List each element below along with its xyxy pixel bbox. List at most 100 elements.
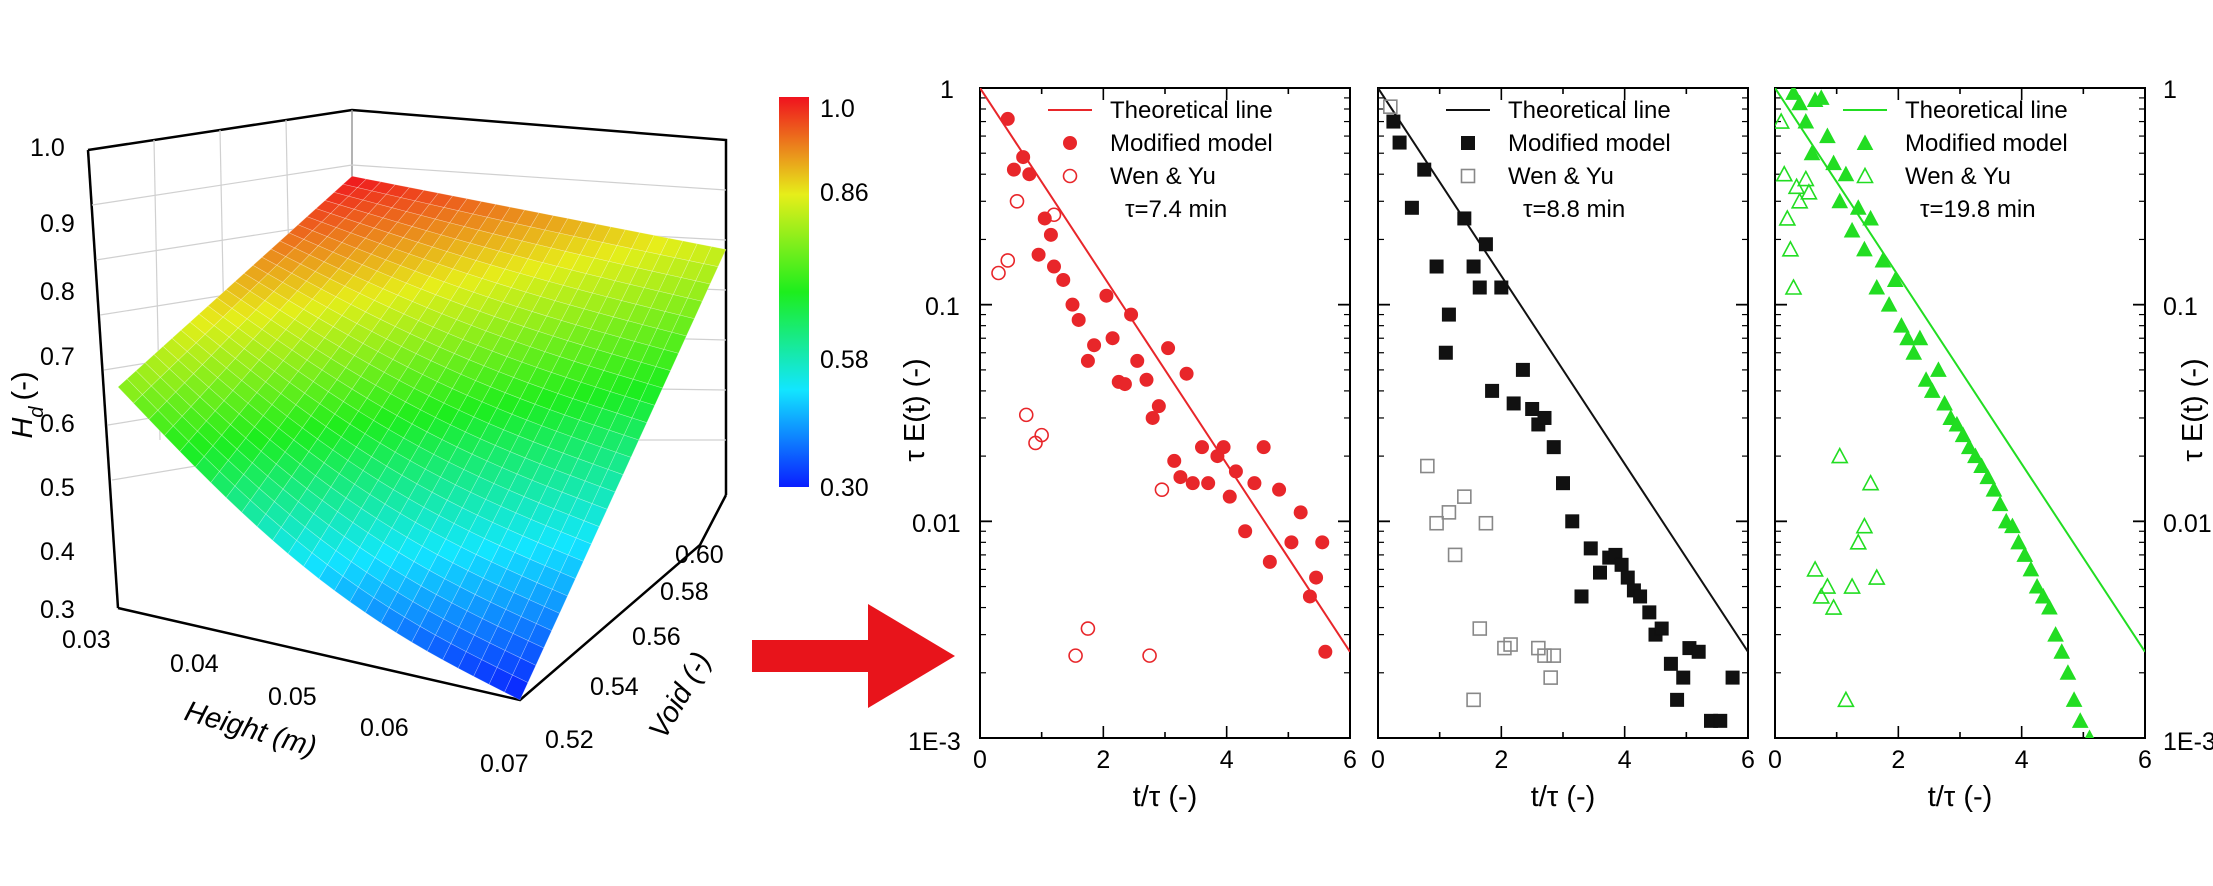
surface-cell: [559, 554, 584, 580]
modified-model-point: [1404, 200, 1419, 215]
x-tick-label: 0: [1768, 746, 1782, 774]
legend: Theoretical line Modified model Wen & Yu τ=…: [1048, 97, 1273, 223]
wen-yu-point: [1009, 193, 1025, 209]
wen-yu-point: [1154, 482, 1170, 497]
modified-model-point: [1065, 297, 1080, 312]
wen-yu-point: [1537, 648, 1552, 663]
wen-yu-point: [1818, 577, 1837, 594]
wen-yu-point: [1503, 637, 1518, 652]
y-axis-label-left: τ E(t) (-): [899, 358, 931, 461]
wen-yu-point: [1018, 407, 1034, 423]
wen-yu-point: [1861, 473, 1880, 491]
modified-model-point: [1831, 192, 1849, 209]
modified-model-point: [1791, 94, 1809, 111]
wen-yu-point: [1457, 489, 1472, 504]
modified-model-point: [1556, 476, 1570, 491]
tau-label: τ=19.8 min: [1920, 196, 2036, 223]
modified-model-point: [1179, 366, 1194, 381]
modified-model-point: [1262, 554, 1277, 569]
legend-marker: [1063, 136, 1077, 150]
y-tick-left: 0.01: [912, 510, 961, 538]
modified-model-point: [1797, 113, 1815, 129]
right-y-axis: 1 0.1 0.01 1E-3 τ E(t) (-): [2163, 76, 2213, 756]
x-tick-label: 4: [2015, 746, 2029, 774]
modified-model-point: [1525, 401, 1540, 416]
wen-yu-point: [1824, 598, 1843, 615]
colorbar-gradient: [779, 97, 809, 487]
modified-model-point: [1620, 570, 1635, 585]
modified-model-point: [1565, 514, 1580, 529]
wen-yu-point: [1837, 690, 1855, 708]
modified-model-point: [1022, 167, 1037, 182]
wen-yu-point: [1420, 458, 1435, 474]
z-tick: 0.8: [40, 278, 75, 306]
modified-model-point: [1117, 377, 1132, 392]
modified-model-point: [1000, 111, 1015, 126]
modified-model-point: [1676, 670, 1691, 685]
z-tick: 0.3: [40, 596, 75, 624]
z-tick: 0.5: [40, 474, 75, 502]
colorbar-tick: 0.86: [820, 179, 869, 207]
surface-cell: [607, 451, 632, 476]
modified-model-point: [1936, 394, 1953, 411]
wen-yu-point: [1830, 446, 1849, 464]
modified-model-point: [1654, 621, 1669, 636]
modified-model-point: [1284, 535, 1299, 550]
wen-yu-point: [1478, 515, 1494, 531]
wen-yu-point: [991, 265, 1006, 281]
left-y-axis: 1 0.1 0.01 1E-3 τ E(t) (-): [899, 76, 961, 756]
modified-model-point: [1195, 440, 1209, 455]
modified-model-point: [1862, 209, 1879, 226]
arrow-shaft: [752, 640, 872, 672]
modified-model-point: [1071, 312, 1086, 327]
modified-model-point: [2010, 533, 2027, 550]
modified-model-point: [1438, 345, 1453, 360]
modified-model-point: [1228, 464, 1243, 479]
modified-model-point: [2065, 691, 2083, 707]
modified-model-point: [2028, 577, 2046, 594]
modified-model-point: [1099, 288, 1114, 303]
z-axis-label-unit: (-): [7, 371, 39, 400]
legend-marker: [1856, 134, 1874, 150]
modified-model-point: [1222, 489, 1237, 504]
modified-model-point: [1392, 135, 1407, 150]
modified-model-point: [1466, 259, 1481, 274]
modified-model-point: [1130, 353, 1145, 368]
modified-model-point: [1923, 382, 1941, 398]
wen-yu-point: [1543, 670, 1558, 685]
modified-model-point: [1663, 656, 1678, 671]
modified-model-point: [2034, 587, 2052, 604]
x-tick-label: 4: [1220, 746, 1234, 774]
wen-yu-point: [1781, 240, 1800, 257]
legend-label: Wen & Yu: [1110, 163, 1216, 190]
modified-model-point: [1238, 524, 1253, 539]
void-axis-label: Void (-): [643, 647, 718, 744]
wen-yu-point: [1867, 568, 1886, 585]
modified-model-point: [1047, 259, 1061, 274]
modified-model-point: [1293, 505, 1308, 520]
z-tick: 0.7: [40, 343, 75, 371]
wen-yu-point: [1812, 587, 1831, 604]
modified-model-point: [1825, 154, 1842, 171]
modified-model-point: [2059, 664, 2077, 680]
modified-model-point: [1985, 481, 2003, 497]
z-axis-ticks: 1.0 0.9 0.8 0.7 0.6 0.5 0.4 0.3: [30, 134, 75, 624]
wen-yu-point: [1080, 621, 1096, 636]
modified-model-point: [1145, 410, 1160, 425]
modified-model-point: [2016, 546, 2034, 562]
modified-model-point: [1272, 482, 1287, 497]
modified-model-point: [1494, 280, 1509, 295]
y-tick-left: 1: [940, 76, 954, 104]
modified-model-point: [1472, 280, 1487, 295]
transition-arrow: [752, 604, 955, 708]
modified-model-point: [1216, 440, 1231, 455]
x-tick-label: 2: [1096, 746, 1110, 774]
y-tick-right: 0.01: [2163, 510, 2212, 538]
legend-label: Modified model: [1508, 130, 1671, 157]
x-tick-label: 4: [1618, 746, 1632, 774]
modified-model-point: [1893, 317, 1910, 333]
legend-marker: [1062, 168, 1078, 184]
modified-model-point: [1886, 271, 1904, 287]
rtd-panels: 0 2 4 6 t/τ (-) Theoretical line Modified mode…: [973, 87, 2152, 813]
